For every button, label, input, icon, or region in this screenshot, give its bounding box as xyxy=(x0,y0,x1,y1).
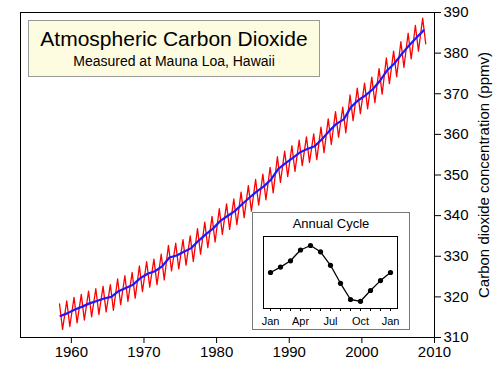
svg-text:1960: 1960 xyxy=(55,343,88,360)
svg-text:330: 330 xyxy=(444,247,469,264)
svg-text:380: 380 xyxy=(444,44,469,61)
svg-text:320: 320 xyxy=(444,288,469,305)
svg-text:Oct: Oct xyxy=(352,315,369,327)
svg-text:350: 350 xyxy=(444,166,469,183)
svg-text:Carbon dioxide concentration (: Carbon dioxide concentration (ppmv) xyxy=(475,52,492,298)
svg-text:340: 340 xyxy=(444,206,469,223)
svg-text:360: 360 xyxy=(444,125,469,142)
svg-text:2010: 2010 xyxy=(418,343,451,360)
svg-text:1980: 1980 xyxy=(200,343,233,360)
html-text:Measured at Mauna Loa, Hawaii: Measured at Mauna Loa, Hawaii xyxy=(73,53,275,69)
svg-text:390: 390 xyxy=(444,3,469,20)
svg-text:2000: 2000 xyxy=(345,343,378,360)
svg-text:370: 370 xyxy=(444,85,469,102)
svg-text:1990: 1990 xyxy=(273,343,306,360)
svg-text:Jan: Jan xyxy=(382,315,400,327)
svg-text:1970: 1970 xyxy=(127,343,160,360)
html-text:Atmospheric Carbon Dioxide: Atmospheric Carbon Dioxide xyxy=(40,27,308,50)
svg-text:Jan: Jan xyxy=(262,315,280,327)
svg-text:310: 310 xyxy=(443,328,469,346)
svg-text:Jul: Jul xyxy=(323,315,337,327)
html-text:Annual Cycle: Annual Cycle xyxy=(292,216,370,231)
svg-text:Apr: Apr xyxy=(292,315,309,327)
